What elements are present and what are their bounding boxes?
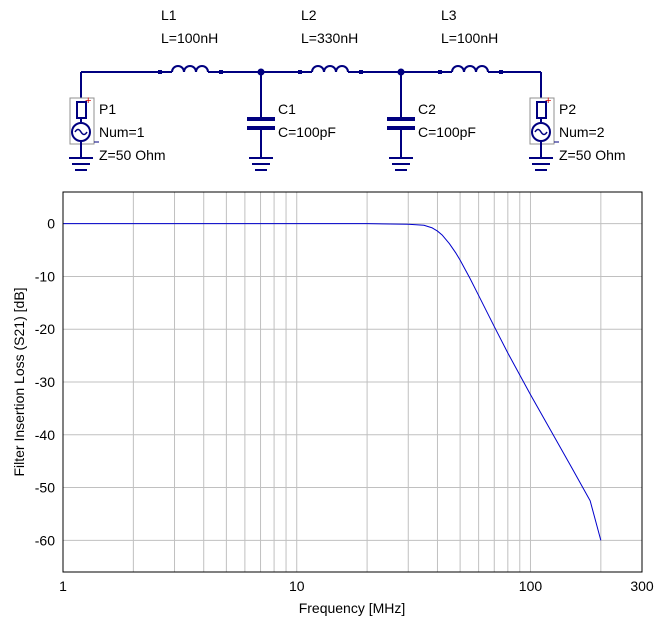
c1-name: C1 [278, 101, 296, 117]
capacitor-c2[interactable] [387, 68, 415, 171]
p1-plus-sign: + [85, 95, 91, 107]
l3-name: L3 [441, 7, 457, 23]
y-axis-ticks: 0 -10 -20 -30 -40 -50 -60 [35, 216, 55, 549]
y-tick-label: -30 [35, 374, 55, 390]
y-tick-label: -60 [35, 532, 55, 548]
p1-impedance: Z=50 Ohm [99, 147, 166, 163]
p2-num: Num=2 [559, 124, 605, 140]
y-tick-label: -20 [35, 321, 55, 337]
port-p1[interactable] [69, 97, 99, 171]
p2-impedance: Z=50 Ohm [559, 147, 626, 163]
c2-value: C=100pF [418, 124, 476, 140]
inductor-l2[interactable] [298, 65, 363, 74]
l1-name: L1 [161, 7, 177, 23]
y-axis-label: Filter Insertion Loss (S21) [dB] [11, 287, 27, 476]
l1-value: L=100nH [161, 30, 218, 46]
y-tick-label: 0 [47, 216, 55, 232]
l3-value: L=100nH [441, 30, 498, 46]
capacitor-c1[interactable] [247, 68, 275, 171]
l2-name: L2 [301, 7, 317, 23]
x-tick-label: 300 [630, 578, 654, 594]
y-tick-label: -10 [35, 268, 55, 284]
c1-value: C=100pF [278, 124, 336, 140]
inductor-l1[interactable] [158, 65, 223, 74]
plot-area [63, 223, 602, 541]
x-tick-label: 1 [59, 578, 67, 594]
y-tick-label: -40 [35, 427, 55, 443]
insertion-loss-chart: 1 10 100 300 0 -10 -20 -30 -40 -50 -60 Frequency … [11, 191, 654, 616]
s21-series-line [63, 223, 602, 541]
l2-value: L=330nH [301, 30, 358, 46]
inductor-l3[interactable] [438, 65, 503, 74]
p2-name: P2 [559, 101, 576, 117]
grid [62, 192, 643, 572]
p2-plus-sign: + [545, 95, 551, 107]
x-tick-label: 100 [519, 578, 543, 594]
port-p2[interactable] [529, 97, 559, 171]
x-axis-label: Frequency [MHz] [299, 600, 406, 616]
p1-num: Num=1 [99, 124, 145, 140]
x-axis-ticks: 1 10 100 300 [59, 578, 654, 594]
p1-name: P1 [99, 101, 116, 117]
c2-name: C2 [418, 101, 436, 117]
x-tick-label: 10 [289, 578, 305, 594]
schematic: L1 L=100nH L2 L=330nH L3 L=100nH C1 C=10… [69, 7, 626, 171]
plot-frame [62, 191, 643, 573]
y-tick-label: -50 [35, 480, 55, 496]
